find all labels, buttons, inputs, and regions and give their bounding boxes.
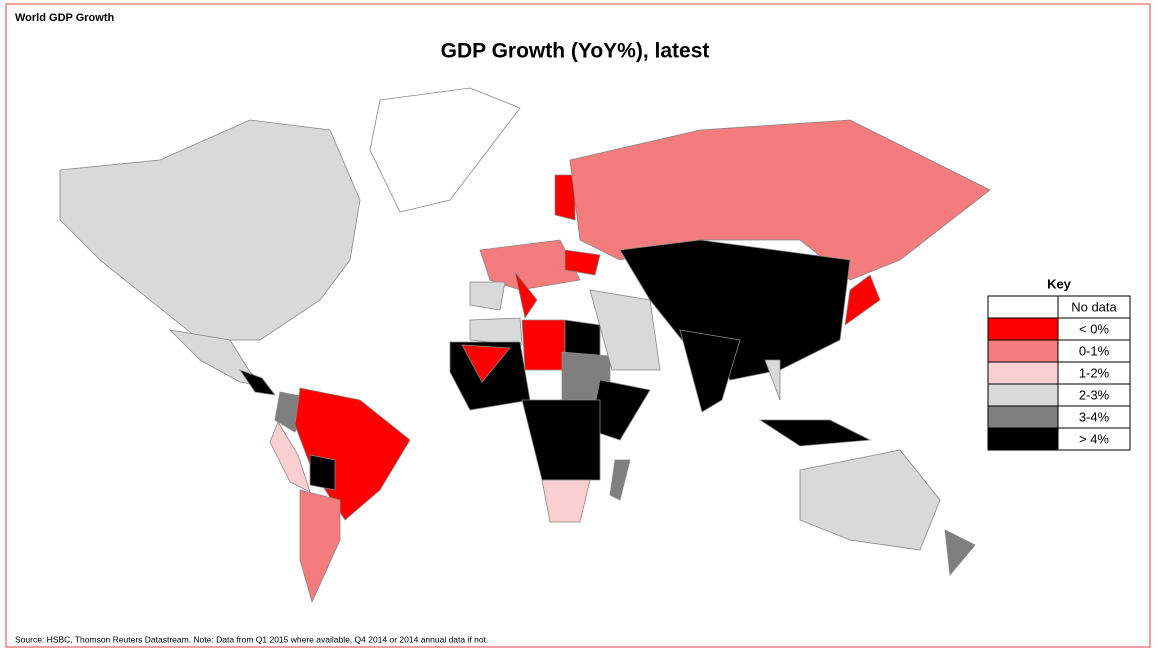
madagascar — [609, 459, 631, 501]
central-america — [238, 369, 276, 396]
legend: No data < 0% 0-1% 1-2% 2-3% 3-4% > 4% — [987, 295, 1131, 451]
asia — [619, 239, 851, 381]
legend-swatch — [987, 339, 1059, 363]
legend-label: > 4% — [1079, 431, 1109, 446]
legend-label: 0-1% — [1079, 343, 1110, 358]
new-zealand — [944, 529, 976, 576]
world-map — [59, 87, 991, 604]
indonesia — [758, 419, 872, 447]
legend-swatch — [987, 427, 1059, 451]
ukraine — [564, 249, 601, 276]
central-africa — [521, 399, 601, 481]
thailand — [764, 359, 781, 401]
south-africa — [541, 479, 591, 523]
legend-cell — [1057, 427, 1131, 451]
frame — [5, 3, 1151, 648]
legend-label: 2-3% — [1079, 387, 1110, 402]
greenland — [369, 87, 521, 213]
algeria — [469, 317, 523, 346]
map-title: GDP Growth (YoY%), latest — [441, 40, 710, 63]
legend-swatch — [987, 405, 1059, 429]
legend-swatch — [987, 361, 1059, 385]
russia — [569, 119, 991, 281]
legend-label: 1-2% — [1079, 365, 1110, 380]
legend-swatch — [987, 383, 1059, 407]
legend-label: < 0% — [1079, 321, 1109, 336]
north-america — [59, 119, 361, 341]
italy — [514, 271, 538, 320]
legend-swatch — [987, 295, 1059, 319]
europe — [479, 239, 581, 291]
argentina — [299, 489, 341, 604]
spain — [469, 281, 506, 311]
mali — [461, 344, 511, 383]
middle-east — [589, 289, 661, 371]
libya — [521, 319, 566, 371]
finland — [554, 174, 576, 221]
legend-label: No data — [1071, 299, 1117, 314]
japan — [844, 274, 881, 326]
legend-title: Key — [1047, 276, 1072, 291]
australia — [799, 449, 941, 551]
source-note: Source: HSBC, Thomson Reuters Datastream… — [15, 634, 488, 644]
legend-label: 3-4% — [1079, 409, 1110, 424]
bolivia — [309, 454, 336, 491]
peru — [269, 421, 311, 493]
legend-swatch — [987, 317, 1059, 341]
india — [679, 329, 741, 413]
header: World GDP Growth — [15, 12, 114, 24]
